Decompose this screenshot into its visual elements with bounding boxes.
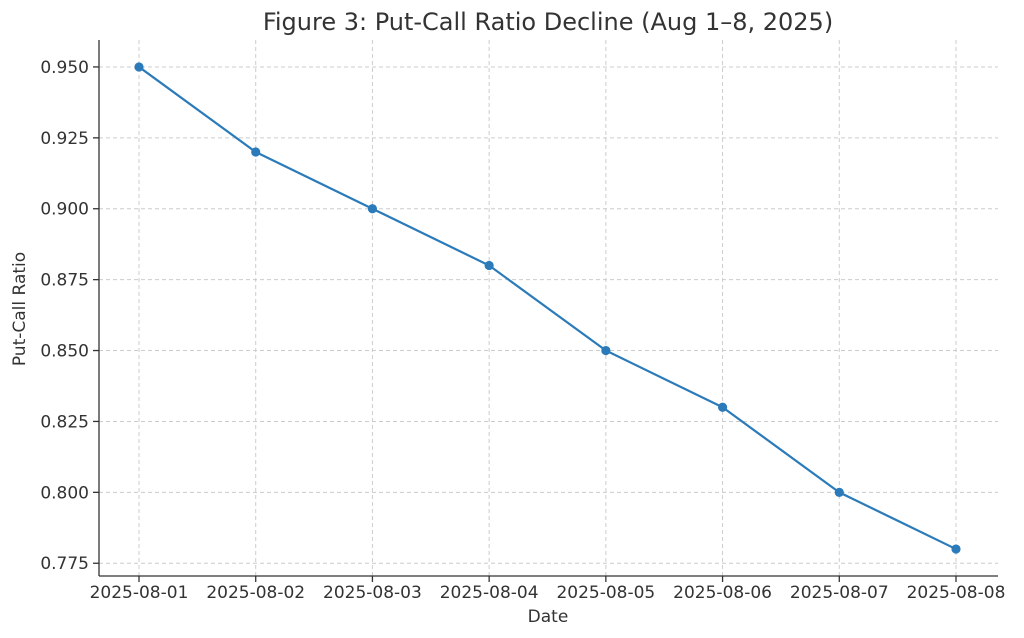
x-tick-label: 2025-08-06 [673,583,772,603]
x-axis-label: Date [528,607,569,627]
data-point [601,345,611,356]
grid [99,40,998,576]
y-tick-label: 0.825 [40,412,89,432]
data-point [834,487,844,497]
data-point [251,147,261,157]
x-tick-label: 2025-08-02 [206,583,305,603]
data-point [951,544,961,554]
y-tick-label: 0.875 [40,271,89,291]
y-tick-label: 0.850 [40,342,89,362]
y-tick-label: 0.800 [40,483,89,503]
axes [93,40,998,582]
y-tick-label: 0.925 [40,129,89,149]
y-axis-label: Put-Call Ratio [10,252,30,366]
data-point [134,62,144,72]
x-tick-label: 2025-08-07 [790,583,889,603]
y-tick-label: 0.950 [40,58,89,78]
x-tick-label: 2025-08-08 [907,583,1006,603]
x-tick-label: 2025-08-04 [440,583,539,603]
tick-labels: 0.775 0.800 0.825 0.850 0.875 0.900 0.925 0.950… [40,58,1005,603]
x-tick-label: 2025-08-05 [556,583,655,603]
data-point [484,260,494,271]
y-tick-label: 0.900 [40,200,89,220]
series-line [137,65,958,551]
data-point [717,402,728,412]
chart-title: Figure 3: Put-Call Ratio Decline (Aug 1–… [263,8,833,36]
y-tick-label: 0.775 [40,554,89,574]
x-tick-label: 2025-08-01 [90,583,189,603]
series [134,62,961,554]
data-point [367,204,378,214]
x-tick-label: 2025-08-03 [323,583,422,603]
